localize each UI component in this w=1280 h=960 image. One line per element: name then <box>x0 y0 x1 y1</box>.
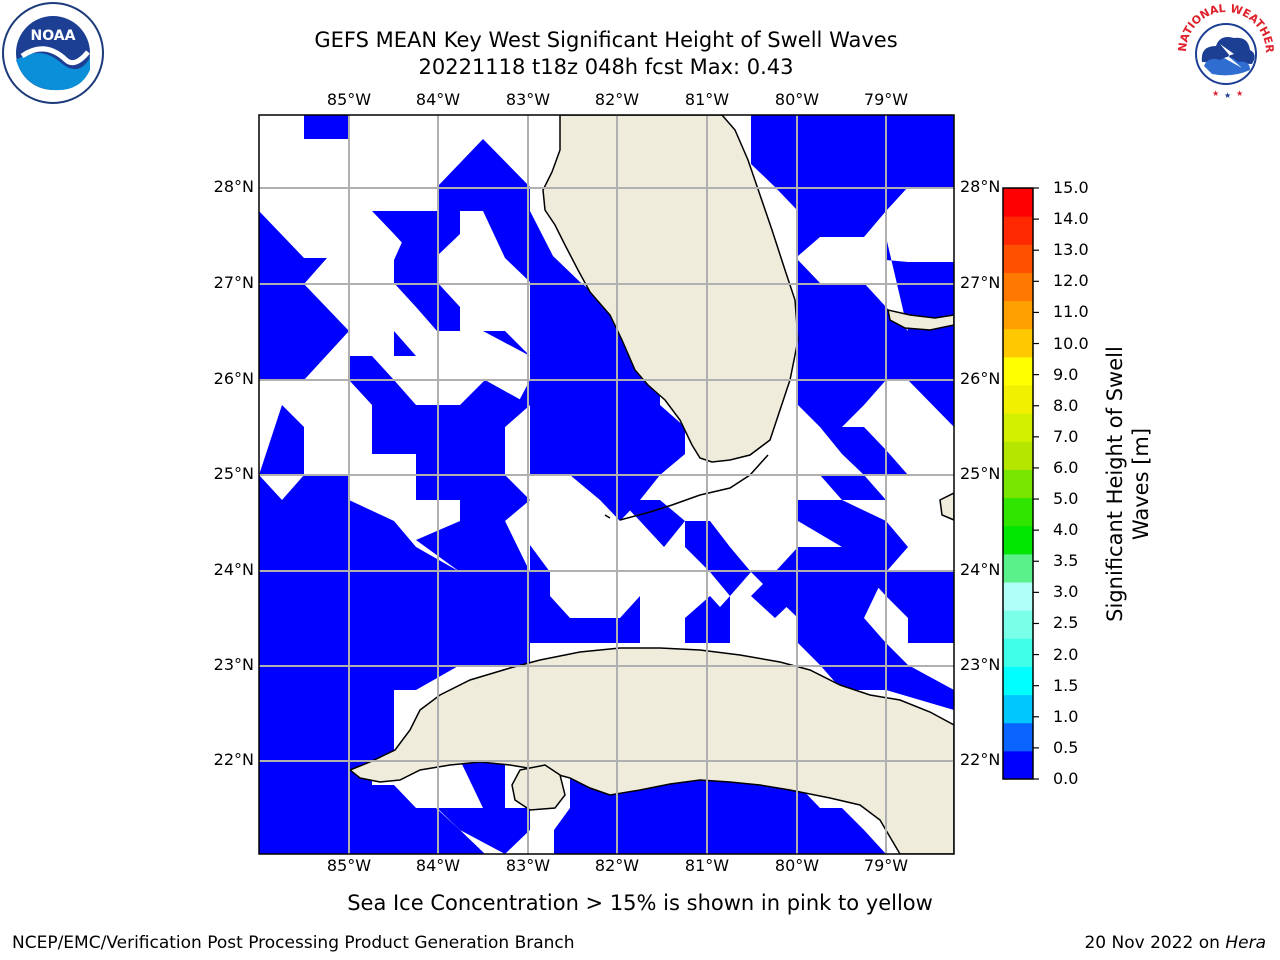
lon-label-bottom: 81°W <box>684 856 730 875</box>
lat-label-right: 25°N <box>960 464 1001 483</box>
lon-label-top: 81°W <box>684 90 730 109</box>
colorbar-bin <box>1003 188 1033 217</box>
colorbar-bin <box>1003 328 1033 358</box>
lat-label-right: 26°N <box>960 369 1001 388</box>
colorbar-bin <box>1003 244 1033 273</box>
colorbar-bin <box>1003 497 1033 527</box>
colorbar-bin <box>1003 356 1033 386</box>
colorbar-tick-label: 5.0 <box>1053 489 1079 509</box>
graticule <box>259 115 954 854</box>
lon-label-bottom: 85°W <box>326 856 372 875</box>
colorbar-tick-label: 3.0 <box>1053 582 1079 602</box>
noaa-logo-icon: NOAA <box>2 2 104 104</box>
colorbar-tick-label: 8.0 <box>1053 395 1079 415</box>
lon-label-bottom: 79°W <box>863 856 909 875</box>
colorbar-frame <box>1002 187 1034 780</box>
lon-label-bottom: 80°W <box>774 856 820 875</box>
lon-label-bottom: 83°W <box>505 856 551 875</box>
footer-host: Hera <box>1225 933 1266 953</box>
bahamas-andros <box>939 492 954 521</box>
colorbar-bin <box>1003 553 1033 583</box>
colorbar-tick-label: 0.5 <box>1053 737 1079 757</box>
lat-label-right: 27°N <box>960 273 1001 292</box>
colorbar-title: Significant Height of Swell Waves [m] <box>1103 346 1153 622</box>
colorbar-bin <box>1003 385 1033 414</box>
colorbar-tick-label: 11.0 <box>1053 302 1089 322</box>
swell-field <box>259 115 954 854</box>
bahamas-grand <box>887 309 954 331</box>
svg-text:★: ★ <box>1224 91 1231 100</box>
svg-text:★: ★ <box>1212 89 1219 98</box>
lat-label-left: 25°N <box>213 464 254 483</box>
colorbar-tick-label: 9.0 <box>1053 364 1079 384</box>
colorbar-tick-label: 1.5 <box>1053 675 1079 695</box>
colorbar-bin <box>1003 300 1033 330</box>
colorbar-tick-label: 10.0 <box>1053 333 1089 353</box>
sea-ice-note: Sea Ice Concentration > 15% is shown in … <box>347 891 933 915</box>
colorbar-bin <box>1003 525 1033 555</box>
footer-credit: NCEP/EMC/Verification Post Processing Pr… <box>12 933 575 953</box>
colorbar-bin <box>1003 216 1033 245</box>
lat-label-left: 28°N <box>213 177 254 196</box>
colorbar-tick-label: 3.5 <box>1053 551 1079 571</box>
lon-label-top: 85°W <box>326 90 372 109</box>
colorbar-tick-label: 1.0 <box>1053 706 1079 726</box>
land-masses <box>348 115 954 854</box>
colorbar-tick-label: 2.0 <box>1053 644 1079 664</box>
lat-label-right: 23°N <box>960 655 1001 674</box>
lat-label-left: 22°N <box>213 750 254 769</box>
colorbar-tick-label: 7.0 <box>1053 426 1079 446</box>
lat-label-right: 28°N <box>960 177 1001 196</box>
colorbar-tick-label: 15.0 <box>1053 178 1089 197</box>
florida-peninsula <box>542 115 799 463</box>
lat-label-left: 26°N <box>213 369 254 388</box>
lat-label-right: 24°N <box>960 560 1001 579</box>
lat-label-left: 27°N <box>213 273 254 292</box>
map-frame <box>258 114 955 855</box>
colorbar-tick-label: 12.0 <box>1053 271 1089 291</box>
colorbar-tick-label: 4.0 <box>1053 520 1079 540</box>
chart-subtitle: 20221118 t18z 048h fcst Max: 0.43 <box>418 55 794 79</box>
nws-logo-icon: NATIONAL WEATHER SERVICE ★ ★ ★ <box>1172 0 1276 100</box>
colorbar-bin <box>1003 413 1033 442</box>
colorbar-tick-label: 13.0 <box>1053 240 1089 260</box>
svg-text:NOAA: NOAA <box>31 28 76 44</box>
lat-label-left: 23°N <box>213 655 254 674</box>
lon-label-top: 83°W <box>505 90 551 109</box>
colorbar-tick-label: 14.0 <box>1053 209 1089 229</box>
colorbar-bin <box>1003 666 1033 696</box>
svg-text:★: ★ <box>1236 89 1243 98</box>
lon-label-bottom: 82°W <box>594 856 640 875</box>
footer-date: 20 Nov 2022 on Hera <box>1084 933 1266 953</box>
lat-label-right: 22°N <box>960 750 1001 769</box>
lon-label-top: 84°W <box>415 90 461 109</box>
lat-label-left: 24°N <box>213 560 254 579</box>
colorbar-tick-label: 6.0 <box>1053 457 1079 477</box>
footer-date-text: 20 Nov 2022 on <box>1084 933 1220 953</box>
colorbar-tick-label: 0.0 <box>1053 769 1079 788</box>
colorbar <box>1003 187 1039 780</box>
colorbar-bin <box>1003 582 1033 611</box>
lon-label-bottom: 84°W <box>415 856 461 875</box>
colorbar-bin <box>1003 750 1033 780</box>
lon-label-top: 79°W <box>863 90 909 109</box>
colorbar-bin <box>1003 694 1033 724</box>
colorbar-bin <box>1003 610 1033 639</box>
colorbar-bin <box>1003 638 1033 667</box>
lon-label-top: 82°W <box>594 90 640 109</box>
isle-of-youth <box>511 764 566 811</box>
colorbar-tick-label: 2.5 <box>1053 613 1079 633</box>
lon-label-top: 80°W <box>774 90 820 109</box>
chart-title: GEFS MEAN Key West Significant Height of… <box>314 28 898 52</box>
colorbar-bin <box>1003 272 1033 302</box>
colorbar-bin <box>1003 722 1033 752</box>
colorbar-bin <box>1003 469 1033 499</box>
colorbar-bin <box>1003 441 1033 470</box>
